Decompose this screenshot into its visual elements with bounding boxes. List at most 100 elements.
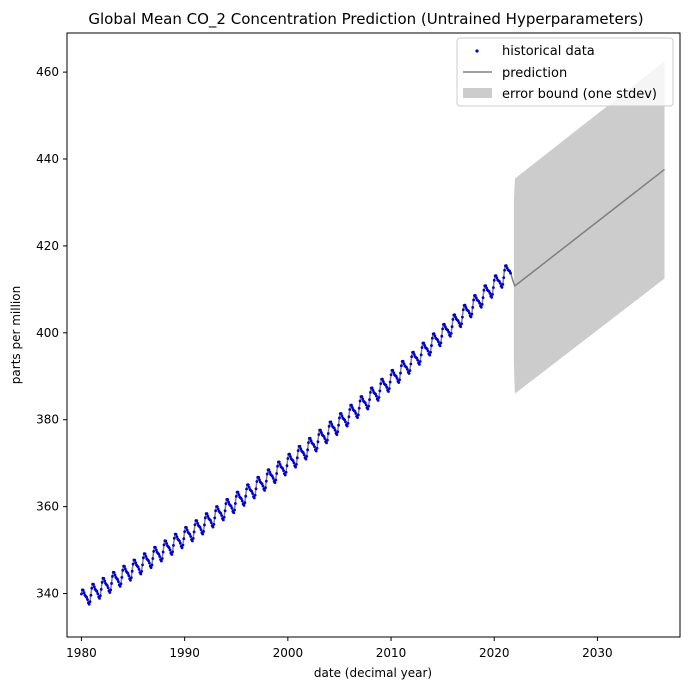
historical-point — [99, 588, 103, 591]
historical-point — [391, 368, 395, 372]
historical-point — [254, 487, 258, 491]
historical-point — [377, 396, 381, 399]
historical-point — [123, 567, 127, 571]
historical-point — [453, 313, 457, 317]
historical-point — [420, 346, 424, 349]
historical-point — [192, 530, 196, 534]
historical-point — [381, 377, 384, 381]
historical-point — [319, 428, 322, 432]
historical-point — [354, 412, 358, 415]
historical-point — [494, 274, 498, 278]
legend-box — [456, 37, 674, 107]
historical-point — [227, 500, 230, 504]
historical-point — [96, 592, 100, 596]
historical-point — [281, 467, 285, 470]
historical-point — [182, 537, 186, 541]
historical-point — [443, 325, 447, 329]
y-tick-label: 380 — [36, 413, 59, 427]
historical-point — [501, 283, 505, 286]
historical-point — [308, 436, 312, 440]
historical-point — [399, 364, 403, 368]
historical-point — [126, 571, 130, 575]
historical-point — [196, 521, 199, 525]
historical-point — [305, 454, 309, 458]
historical-point — [484, 284, 488, 287]
historical-point — [129, 578, 132, 582]
y-tick-label: 440 — [36, 152, 59, 166]
historical-point — [267, 468, 271, 472]
historical-point — [268, 470, 272, 474]
historical-point — [381, 380, 385, 383]
historical-point — [387, 390, 390, 393]
historical-point — [470, 312, 474, 316]
historical-point — [219, 511, 223, 515]
historical-point — [492, 278, 496, 282]
y-tick-label: 400 — [36, 326, 59, 340]
historical-point — [329, 420, 333, 424]
historical-point — [141, 556, 145, 560]
historical-point — [344, 420, 347, 424]
historical-point — [314, 449, 318, 453]
historical-point — [430, 344, 433, 347]
historical-point — [327, 424, 331, 428]
historical-point — [488, 291, 492, 295]
historical-point — [275, 472, 279, 475]
historical-point — [85, 595, 89, 599]
historical-point — [490, 295, 494, 299]
historical-point — [209, 519, 212, 522]
historical-point — [368, 398, 371, 402]
historical-point — [472, 298, 475, 302]
historical-point — [387, 387, 391, 391]
historical-point — [271, 476, 275, 480]
historical-point — [316, 440, 320, 444]
historical-point — [80, 592, 83, 596]
historical-point — [158, 555, 162, 558]
historical-point — [143, 552, 147, 556]
x-tick-label: 1980 — [66, 646, 97, 660]
historical-point — [345, 424, 349, 428]
historical-point — [467, 311, 471, 315]
y-tick-label: 360 — [36, 500, 59, 514]
historical-point — [356, 413, 360, 417]
historical-point — [312, 443, 316, 447]
historical-point — [270, 474, 274, 478]
historical-point — [498, 281, 502, 285]
historical-point — [261, 484, 265, 488]
historical-point — [102, 577, 106, 580]
historical-point — [491, 286, 495, 290]
historical-point — [258, 478, 261, 482]
historical-point — [333, 428, 337, 432]
historical-point — [367, 404, 371, 408]
historical-point — [440, 334, 444, 338]
historical-point — [449, 331, 453, 335]
historical-point — [113, 573, 117, 577]
historical-point — [388, 380, 392, 384]
historical-point — [423, 343, 426, 347]
historical-point — [212, 523, 216, 526]
historical-point — [172, 536, 176, 540]
historical-point — [229, 504, 233, 508]
historical-point — [86, 598, 89, 601]
historical-point — [111, 575, 114, 578]
historical-point — [147, 561, 151, 565]
historical-point — [369, 390, 372, 394]
historical-point — [121, 568, 125, 572]
historical-point — [108, 591, 112, 594]
historical-point — [286, 457, 290, 460]
historical-point — [167, 546, 171, 550]
historical-point — [432, 332, 436, 336]
historical-point — [245, 487, 248, 491]
historical-point — [401, 359, 405, 363]
historical-point — [160, 557, 164, 560]
historical-point — [375, 394, 378, 398]
historical-point — [201, 532, 205, 536]
historical-point — [109, 588, 113, 592]
historical-point — [315, 446, 319, 450]
historical-point — [326, 432, 330, 435]
historical-point — [130, 569, 134, 573]
historical-point — [129, 576, 133, 580]
historical-point — [392, 371, 396, 375]
historical-point — [482, 288, 486, 292]
historical-point — [478, 301, 482, 305]
historical-point — [457, 321, 461, 325]
